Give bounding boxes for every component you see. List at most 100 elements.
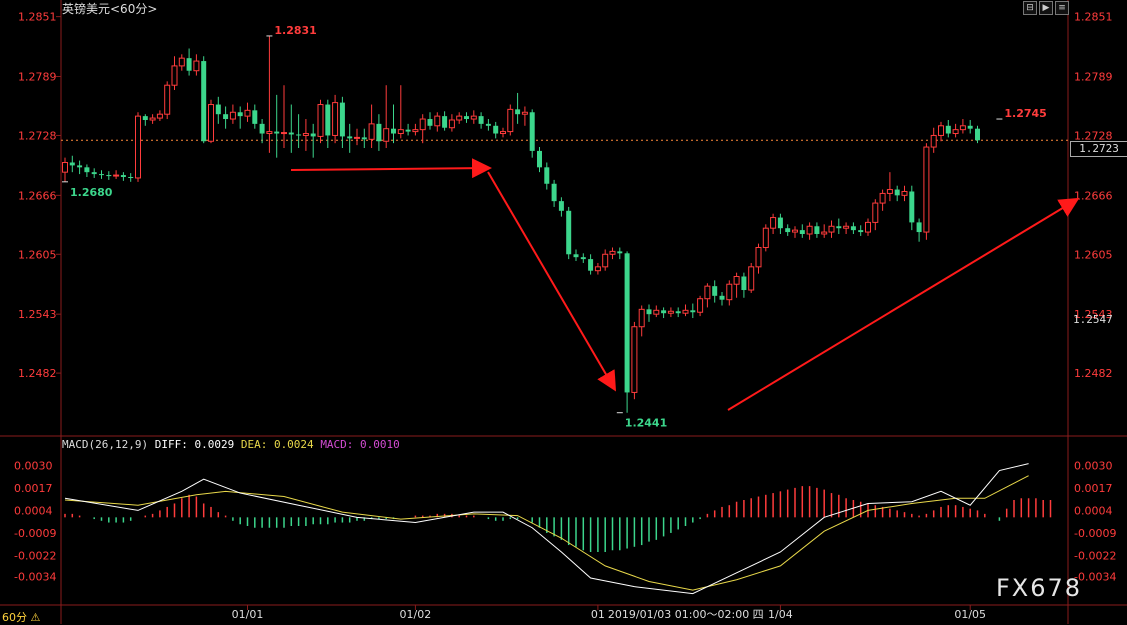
candle-body bbox=[135, 115, 141, 179]
candle-body bbox=[667, 310, 674, 314]
time-axis-label: 01/01 bbox=[232, 608, 264, 621]
candle-body bbox=[551, 183, 557, 202]
candle-body bbox=[259, 123, 265, 134]
dea-value: DEA: 0.0024 bbox=[240, 438, 314, 451]
candle-body bbox=[448, 119, 455, 129]
price-tick-right: 1.2789 bbox=[1074, 71, 1113, 84]
candle-body bbox=[879, 192, 886, 204]
watermark: FX678 bbox=[996, 574, 1083, 602]
candle-body bbox=[733, 275, 740, 285]
macd-tick-left: -0.0034 bbox=[14, 570, 56, 583]
candle-body bbox=[405, 129, 411, 132]
candle-body bbox=[741, 276, 747, 291]
candle-body bbox=[975, 128, 980, 141]
cursor-time-label: 2019/01/03 01:00～02:00 四 bbox=[608, 608, 764, 621]
price-tick-left: 1.2851 bbox=[18, 11, 57, 24]
arrow-down bbox=[487, 171, 617, 392]
macd-tick-right: 0.0017 bbox=[1074, 482, 1113, 495]
candle-body bbox=[427, 119, 433, 126]
candle-body bbox=[836, 226, 842, 229]
candle-body bbox=[507, 108, 514, 133]
candle-body bbox=[785, 228, 791, 233]
price-tick-left: 1.2482 bbox=[18, 367, 57, 380]
candle-body bbox=[325, 104, 331, 136]
candle-body bbox=[675, 311, 681, 314]
candle-body bbox=[485, 123, 491, 126]
candle-body bbox=[215, 104, 221, 115]
candle-body bbox=[872, 202, 879, 223]
price-tick-right: 1.2482 bbox=[1074, 367, 1113, 380]
candle-body bbox=[223, 114, 229, 120]
candle-body bbox=[391, 128, 396, 134]
candle-body bbox=[923, 146, 930, 233]
candle-body bbox=[281, 132, 287, 135]
candle-body bbox=[310, 133, 316, 137]
candle-body bbox=[128, 176, 134, 178]
arrow-flat bbox=[290, 158, 492, 179]
candle-body bbox=[252, 110, 258, 124]
macd-tick-left: -0.0022 bbox=[14, 549, 56, 562]
time-axis-label: 01 bbox=[591, 608, 605, 621]
candle-body bbox=[106, 175, 112, 177]
arrow-up bbox=[727, 197, 1080, 411]
candle-body bbox=[317, 104, 324, 137]
candle-body bbox=[244, 109, 251, 117]
macd-tick-left: 0.0004 bbox=[14, 504, 53, 517]
candle-body bbox=[843, 225, 850, 229]
candle-body bbox=[178, 57, 185, 67]
candle-body bbox=[500, 131, 506, 135]
price-tick-left: 1.2789 bbox=[18, 71, 57, 84]
candle-body bbox=[478, 116, 484, 124]
candle-body bbox=[558, 201, 564, 211]
candle-body bbox=[339, 102, 345, 137]
candle-body bbox=[945, 125, 951, 134]
candle-body bbox=[347, 136, 353, 139]
candle-body bbox=[383, 128, 390, 142]
candle-body bbox=[229, 111, 236, 120]
candle-body bbox=[266, 131, 273, 135]
candle-body bbox=[661, 310, 667, 314]
timeframe-selector[interactable]: 60分 ⚠ bbox=[2, 611, 41, 624]
candle-body bbox=[894, 189, 900, 196]
toolbar-button-3[interactable]: ≡ bbox=[1055, 1, 1069, 15]
macd-tick-right: -0.0034 bbox=[1074, 570, 1116, 583]
toolbar-button-1[interactable]: ⊟ bbox=[1023, 1, 1037, 15]
candle-body bbox=[156, 113, 163, 119]
candle-body bbox=[84, 167, 90, 173]
chart-title: 英镑美元<60分> bbox=[62, 2, 158, 16]
candle-body bbox=[646, 309, 652, 315]
candle-body bbox=[959, 125, 966, 131]
time-axis-label: 01/05 bbox=[954, 608, 986, 621]
candle-body bbox=[434, 115, 441, 127]
candle-body bbox=[617, 251, 623, 254]
candle-body bbox=[682, 309, 689, 314]
candle-body bbox=[653, 309, 660, 315]
candle-body bbox=[719, 295, 725, 300]
price-tick-left: 1.2543 bbox=[18, 308, 57, 321]
price-tick-right: 1.2666 bbox=[1074, 189, 1113, 202]
macd-tick-left: 0.0017 bbox=[14, 482, 53, 495]
extreme-price-label: 1.2441 bbox=[625, 417, 667, 430]
macd-tick-left: 0.0030 bbox=[14, 459, 53, 472]
candle-body bbox=[588, 259, 594, 271]
diff-value: DIFF: 0.0029 bbox=[154, 438, 235, 451]
candle-body bbox=[901, 190, 908, 196]
candle-body bbox=[916, 222, 922, 233]
diff-line bbox=[64, 463, 1029, 595]
current-price-badge: 1.2723 bbox=[1070, 141, 1127, 157]
macd-params: MACD(26,12,9) bbox=[62, 438, 149, 451]
candle-body bbox=[850, 226, 856, 231]
candle-body bbox=[456, 115, 463, 121]
candle-body bbox=[164, 84, 171, 115]
candle-body bbox=[521, 111, 528, 115]
candle-body bbox=[376, 123, 382, 142]
candle-body bbox=[274, 131, 280, 134]
candle-body bbox=[354, 136, 360, 139]
extreme-price-label: 1.2680 bbox=[70, 186, 113, 199]
toolbar-button-2[interactable]: ▶ bbox=[1039, 1, 1053, 15]
candle-body bbox=[755, 247, 762, 268]
macd-tick-right: -0.0009 bbox=[1074, 527, 1116, 540]
candle-body bbox=[544, 167, 550, 184]
candle-body bbox=[149, 117, 156, 121]
